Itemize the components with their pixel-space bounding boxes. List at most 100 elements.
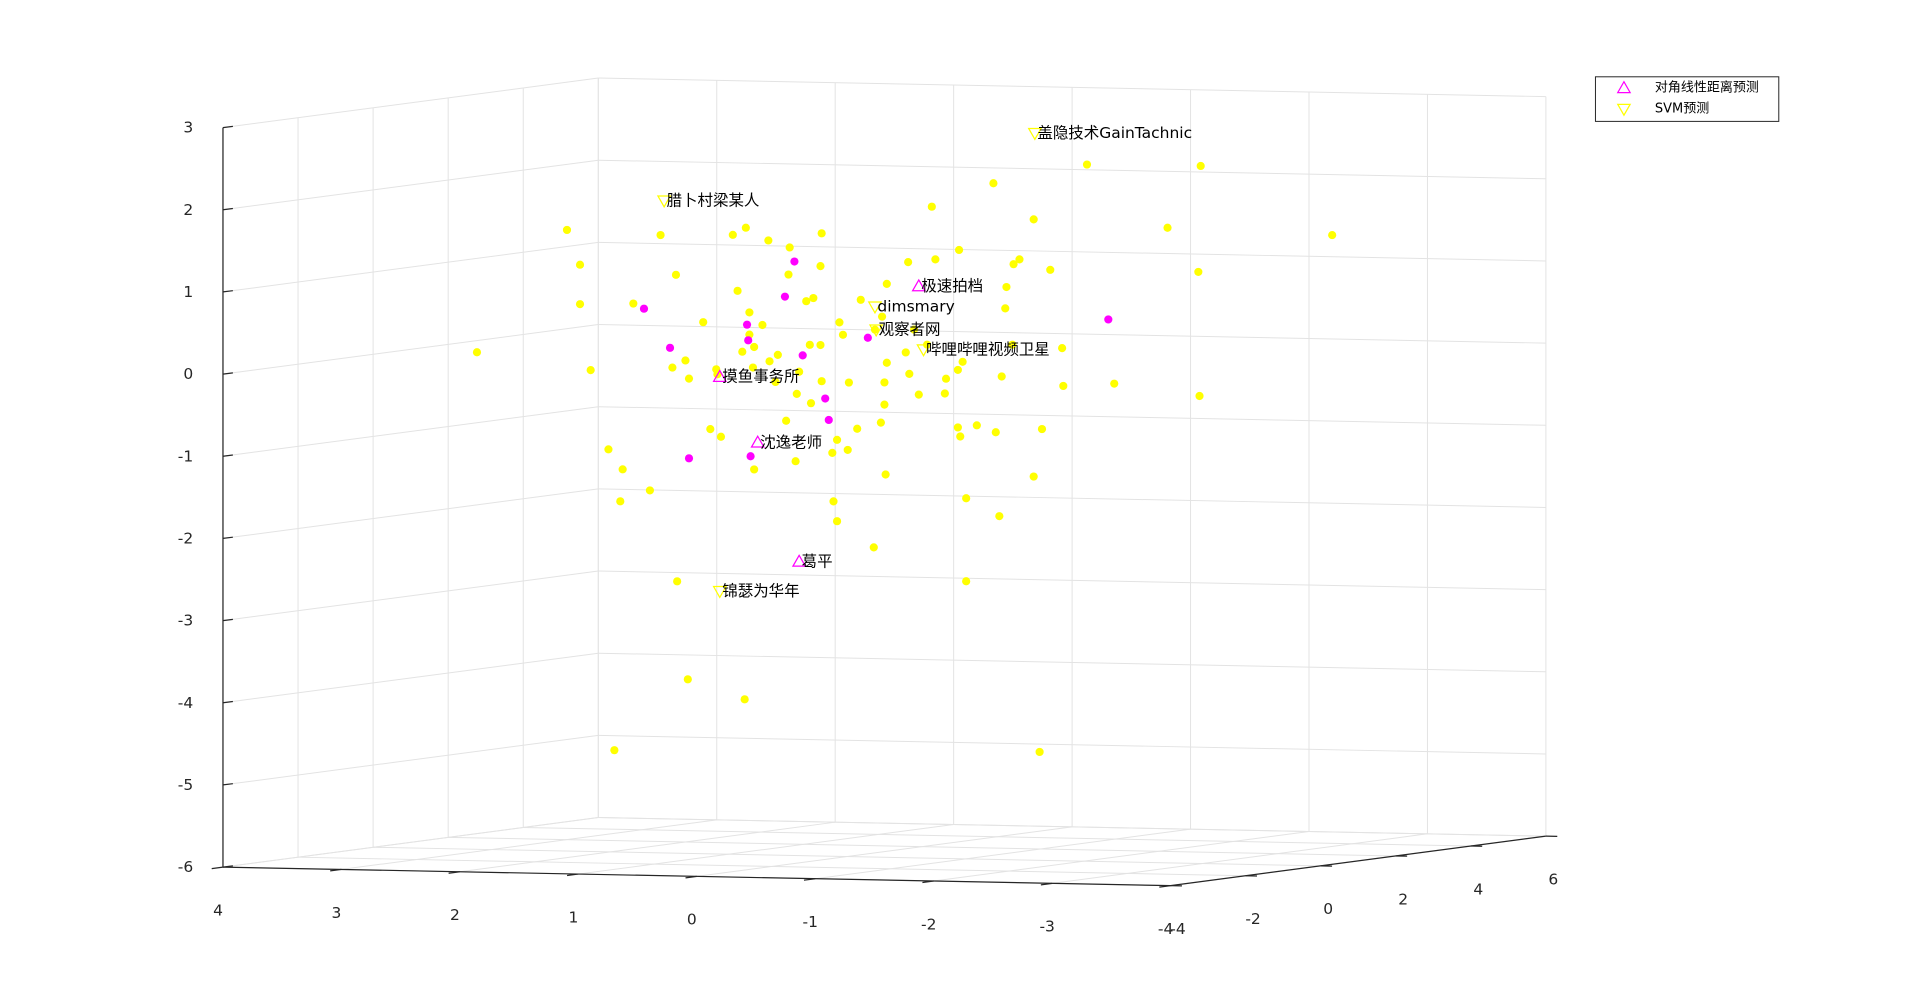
- point: [931, 255, 940, 264]
- grid-line: [815, 828, 1191, 880]
- point: [882, 358, 891, 367]
- point: [995, 512, 1004, 521]
- point: [809, 293, 818, 303]
- point: [880, 378, 889, 387]
- point: [962, 577, 971, 586]
- down-triangle-marker: [1616, 103, 1632, 117]
- z-tick: [222, 125, 233, 129]
- x-tick: [922, 880, 934, 884]
- point: [953, 365, 962, 374]
- x-tick-label: 3: [332, 904, 342, 922]
- z-tick: [222, 290, 233, 293]
- point: [835, 318, 844, 327]
- point: [882, 279, 891, 288]
- grid-line: [222, 734, 599, 786]
- point: [1196, 161, 1205, 171]
- point: [771, 377, 780, 387]
- z-tick: [222, 618, 233, 622]
- grid-line: [222, 817, 599, 868]
- point: [742, 320, 752, 329]
- point-label: 盖隐技术GainTachnic: [1037, 124, 1192, 142]
- x-tick-label: -4: [1158, 920, 1173, 938]
- point: [706, 425, 715, 434]
- point: [856, 295, 865, 304]
- grid-line: [222, 159, 599, 211]
- grid-line: [696, 826, 1073, 877]
- point: [629, 299, 638, 308]
- down-triangle-marker: [916, 344, 931, 357]
- grid-line: [598, 324, 1546, 344]
- point: [604, 445, 613, 454]
- grid-line: [341, 819, 717, 870]
- x-tick: [803, 878, 816, 881]
- point: [805, 340, 814, 349]
- grid-line: [598, 77, 1546, 98]
- point: [683, 675, 692, 684]
- point: [1009, 260, 1018, 269]
- y-tick-label: 0: [1323, 900, 1333, 918]
- point-label: dimsmary: [877, 298, 954, 316]
- point: [575, 300, 585, 309]
- y-axis-line: [1170, 835, 1546, 887]
- down-triangle-marker: [867, 301, 883, 315]
- z-tick-label: 0: [183, 365, 193, 383]
- point: [750, 465, 759, 474]
- point: [901, 348, 910, 357]
- point: [1059, 381, 1068, 391]
- grid-line: [598, 652, 1546, 673]
- triangle-marker: [791, 554, 807, 567]
- point: [1015, 255, 1024, 264]
- point-label: 摸鱼事务所: [722, 368, 799, 386]
- point: [1328, 231, 1337, 240]
- x-tick: [330, 868, 342, 872]
- point: [1002, 282, 1011, 292]
- x-tick-label: -1: [803, 913, 818, 931]
- point: [824, 415, 833, 425]
- z-tick: [222, 207, 233, 211]
- point: [802, 297, 811, 306]
- z-tick-label: -1: [178, 447, 193, 465]
- point: [562, 225, 572, 235]
- grid-line: [1052, 833, 1428, 884]
- z-tick-label: 3: [183, 119, 193, 137]
- point: [790, 257, 799, 266]
- grid-line: [598, 734, 1546, 755]
- x-tick-label: 4: [213, 901, 223, 919]
- z-tick-label: -4: [178, 694, 193, 712]
- point: [671, 270, 681, 279]
- point: [773, 350, 782, 359]
- grid-line: [222, 241, 599, 293]
- triangle-marker: [750, 434, 765, 448]
- point: [821, 394, 830, 403]
- point: [785, 243, 794, 252]
- grid-line: [373, 846, 1321, 867]
- point: [843, 445, 852, 455]
- z-tick: [222, 454, 233, 457]
- x-tick: [685, 875, 697, 879]
- point: [1001, 304, 1010, 313]
- y-tick-label: -4: [1170, 920, 1185, 938]
- point: [880, 400, 889, 409]
- point: [758, 320, 767, 330]
- point: [962, 494, 971, 503]
- point: [817, 377, 826, 386]
- x-tick-label: -2: [921, 915, 936, 933]
- grid-line: [598, 488, 1546, 508]
- grid-line: [933, 830, 1310, 882]
- down-triangle-marker: [868, 324, 884, 338]
- x-tick-label: 2: [450, 906, 460, 924]
- point: [1082, 160, 1092, 169]
- point: [838, 330, 848, 339]
- point: [741, 223, 750, 232]
- legend-label: 对角线性距离预测: [1655, 79, 1759, 95]
- x-tick-label: -3: [1039, 918, 1054, 936]
- point: [798, 351, 807, 360]
- point: [575, 260, 585, 269]
- point: [816, 340, 825, 350]
- point: [1029, 472, 1038, 481]
- triangle-marker: [1616, 80, 1632, 94]
- point: [954, 245, 964, 255]
- z-tick: [222, 865, 233, 868]
